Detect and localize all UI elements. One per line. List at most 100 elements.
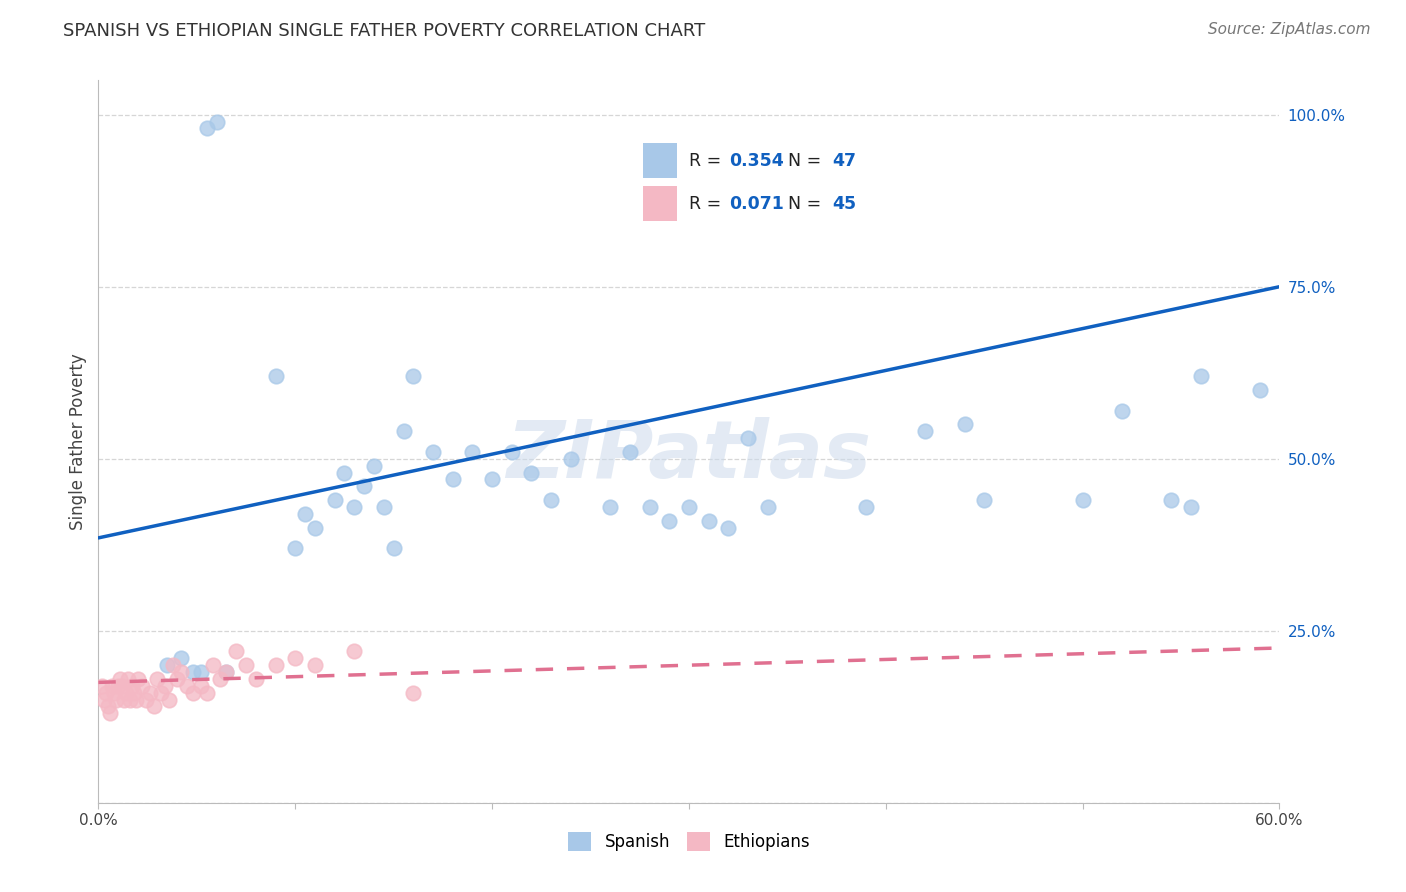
Point xyxy=(195,121,218,136)
Point xyxy=(1160,493,1182,508)
Point xyxy=(678,500,700,514)
Bar xyxy=(643,144,676,178)
Point xyxy=(150,686,173,700)
Point xyxy=(353,479,375,493)
Point xyxy=(118,692,141,706)
Point xyxy=(422,445,444,459)
Point xyxy=(294,507,316,521)
Point xyxy=(363,458,385,473)
Point xyxy=(481,472,503,486)
Point xyxy=(205,114,228,128)
Point xyxy=(176,679,198,693)
Point xyxy=(501,445,523,459)
Point xyxy=(166,672,188,686)
Text: 0.071: 0.071 xyxy=(730,194,785,213)
Point xyxy=(333,466,356,480)
Point xyxy=(855,500,877,514)
Point xyxy=(155,679,177,693)
Point xyxy=(235,658,257,673)
Point xyxy=(142,699,165,714)
Point xyxy=(117,672,139,686)
Point xyxy=(540,493,562,508)
Y-axis label: Single Father Poverty: Single Father Poverty xyxy=(69,353,87,530)
Point xyxy=(1189,369,1212,384)
Point xyxy=(108,672,131,686)
Point xyxy=(284,541,307,556)
Point xyxy=(953,417,976,432)
Point xyxy=(215,665,238,679)
Point xyxy=(323,493,346,508)
Point xyxy=(599,500,621,514)
Point xyxy=(121,679,143,693)
Point xyxy=(1071,493,1094,508)
Point xyxy=(392,424,415,438)
Legend: Spanish, Ethiopians: Spanish, Ethiopians xyxy=(560,824,818,860)
Point xyxy=(112,692,135,706)
Point xyxy=(1180,500,1202,514)
Point xyxy=(343,500,366,514)
Point xyxy=(115,686,138,700)
Point xyxy=(93,692,115,706)
Point xyxy=(382,541,405,556)
Text: 45: 45 xyxy=(832,194,856,213)
Point xyxy=(91,679,114,693)
Point xyxy=(402,369,425,384)
Point xyxy=(264,658,287,673)
Point xyxy=(225,644,247,658)
Point xyxy=(201,658,224,673)
Point xyxy=(111,679,134,693)
Point xyxy=(697,514,720,528)
Bar xyxy=(643,186,676,221)
Point xyxy=(461,445,484,459)
Text: R =: R = xyxy=(689,194,727,213)
Point xyxy=(127,672,149,686)
Point xyxy=(441,472,464,486)
Text: N =: N = xyxy=(778,153,827,170)
Text: Source: ZipAtlas.com: Source: ZipAtlas.com xyxy=(1208,22,1371,37)
Point xyxy=(190,665,212,679)
Point xyxy=(638,500,661,514)
Point xyxy=(97,699,120,714)
Point xyxy=(103,686,125,700)
Point xyxy=(195,686,218,700)
Point xyxy=(658,514,681,528)
Point xyxy=(138,686,160,700)
Point xyxy=(520,466,543,480)
Point xyxy=(146,672,169,686)
Text: SPANISH VS ETHIOPIAN SINGLE FATHER POVERTY CORRELATION CHART: SPANISH VS ETHIOPIAN SINGLE FATHER POVER… xyxy=(63,22,706,40)
Point xyxy=(170,651,193,665)
Point xyxy=(181,686,204,700)
Point xyxy=(1111,403,1133,417)
Point xyxy=(135,692,157,706)
Point xyxy=(101,679,124,693)
Point xyxy=(107,679,129,693)
Point xyxy=(131,679,153,693)
Point xyxy=(304,520,326,534)
Point xyxy=(181,665,204,679)
Point xyxy=(209,672,232,686)
Point xyxy=(96,686,118,700)
Point xyxy=(914,424,936,438)
Point xyxy=(162,658,184,673)
Point xyxy=(402,686,425,700)
Point xyxy=(619,445,641,459)
Point xyxy=(215,665,238,679)
Point xyxy=(105,692,128,706)
Point xyxy=(122,686,145,700)
Point xyxy=(284,651,307,665)
Point xyxy=(373,500,395,514)
Point xyxy=(125,692,148,706)
Point xyxy=(304,658,326,673)
Text: R =: R = xyxy=(689,153,727,170)
Point xyxy=(737,431,759,445)
Point xyxy=(264,369,287,384)
Text: 47: 47 xyxy=(832,153,856,170)
Point xyxy=(560,451,582,466)
Point xyxy=(973,493,995,508)
Point xyxy=(170,665,193,679)
Point xyxy=(157,692,180,706)
Point xyxy=(190,679,212,693)
Point xyxy=(343,644,366,658)
Point xyxy=(98,706,121,721)
Point xyxy=(756,500,779,514)
